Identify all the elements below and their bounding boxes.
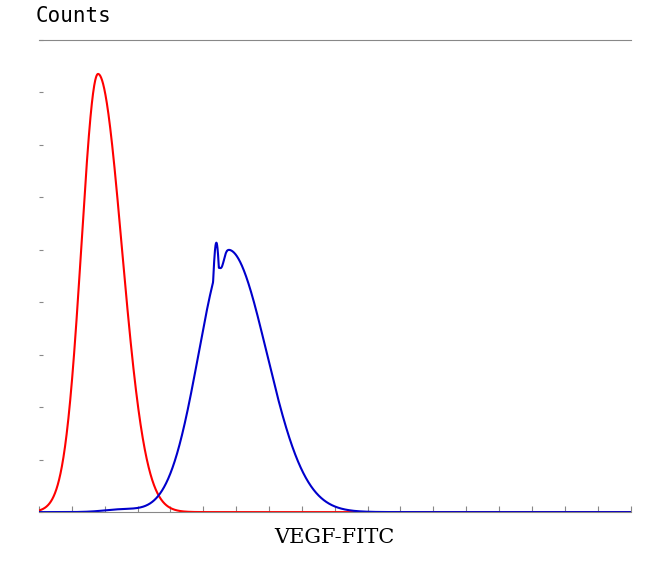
X-axis label: VEGF-FITC: VEGF-FITC [274, 528, 395, 547]
Y-axis label: Counts: Counts [36, 6, 112, 26]
